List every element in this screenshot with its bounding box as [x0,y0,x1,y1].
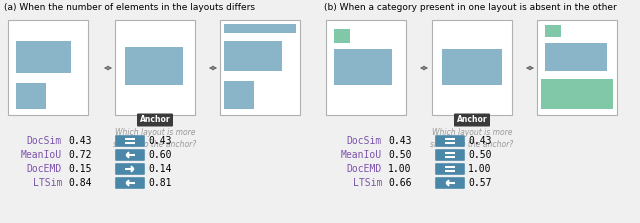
Bar [334,29,350,43]
Text: 0.50: 0.50 [468,150,492,160]
Bar [442,49,502,85]
Bar [224,41,282,71]
Bar [545,25,561,37]
Text: 1.00: 1.00 [388,164,412,174]
FancyBboxPatch shape [454,114,490,126]
Text: DocSim: DocSim [347,136,382,146]
Text: MeanIoU: MeanIoU [341,150,382,160]
Bar [545,43,607,71]
Text: 0.43: 0.43 [388,136,412,146]
Text: 0.15: 0.15 [68,164,92,174]
Text: MeanIoU: MeanIoU [21,150,62,160]
Text: 0.43: 0.43 [68,136,92,146]
Bar [125,47,183,85]
Bar [8,20,88,115]
Text: 0.81: 0.81 [148,178,172,188]
Text: LTSim: LTSim [353,178,382,188]
Text: 0.66: 0.66 [388,178,412,188]
Text: Anchor: Anchor [457,116,487,124]
Text: 0.14: 0.14 [148,164,172,174]
Bar [224,24,296,33]
FancyBboxPatch shape [115,177,145,189]
Text: 0.60: 0.60 [148,150,172,160]
FancyBboxPatch shape [115,135,145,147]
Text: (b) When a category present in one layout is absent in the other: (b) When a category present in one layou… [324,3,617,12]
Bar [541,79,613,109]
Bar [16,41,71,73]
Bar [432,20,512,115]
Text: 0.43: 0.43 [468,136,492,146]
FancyBboxPatch shape [435,135,465,147]
Text: (a) When the number of elements in the layouts differs: (a) When the number of elements in the l… [4,3,255,12]
FancyBboxPatch shape [115,149,145,161]
Text: Which layout is more
similar to the anchor?: Which layout is more similar to the anch… [430,128,514,149]
Text: DocEMD: DocEMD [347,164,382,174]
Bar [220,20,300,115]
Text: 0.84: 0.84 [68,178,92,188]
Bar [224,81,254,109]
FancyBboxPatch shape [115,163,145,175]
Bar [537,20,617,115]
FancyBboxPatch shape [435,163,465,175]
Bar [334,49,392,85]
Text: DocSim: DocSim [27,136,62,146]
Text: Anchor: Anchor [140,116,170,124]
Text: Which layout is more
similar to the anchor?: Which layout is more similar to the anch… [113,128,196,149]
Text: DocEMD: DocEMD [27,164,62,174]
Text: 0.57: 0.57 [468,178,492,188]
Text: 0.43: 0.43 [148,136,172,146]
Bar [16,83,46,109]
Bar [326,20,406,115]
FancyBboxPatch shape [137,114,173,126]
FancyBboxPatch shape [435,149,465,161]
Text: LTSim: LTSim [33,178,62,188]
Text: 0.50: 0.50 [388,150,412,160]
Text: 1.00: 1.00 [468,164,492,174]
FancyBboxPatch shape [435,177,465,189]
Text: 0.72: 0.72 [68,150,92,160]
Bar [115,20,195,115]
